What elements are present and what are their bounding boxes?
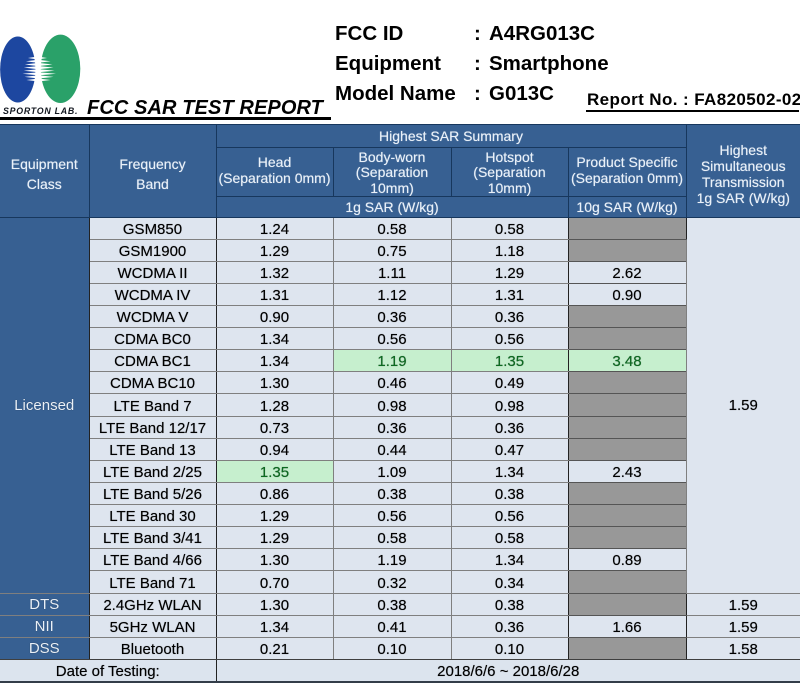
svg-text:SPORTON LAB.: SPORTON LAB. [3, 106, 78, 116]
